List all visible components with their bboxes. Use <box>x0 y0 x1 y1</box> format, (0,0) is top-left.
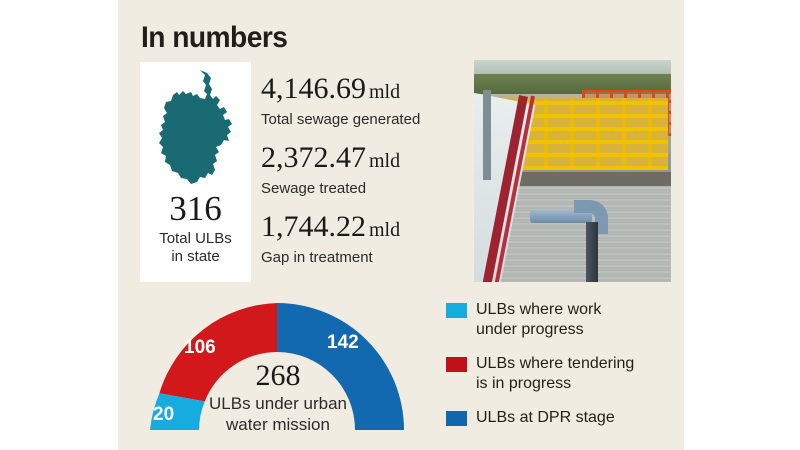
total-ulbs-card: 316 Total ULBs in state <box>140 62 251 282</box>
total-ulbs-label-line1: Total ULBs <box>159 230 232 247</box>
urban-water-mission-gauge-chart <box>150 303 404 430</box>
stat-item-total-sewage-generated: 4,146.69 mld Total sewage generated <box>261 72 466 129</box>
total-ulbs-value: 316 <box>169 189 222 228</box>
photo-pipe-vertical <box>586 222 598 282</box>
stat-unit: mld <box>369 219 401 241</box>
legend-item-dpr-stage: ULBs at DPR stage <box>446 408 676 428</box>
gauge-center-label-line1: ULBs under urban <box>209 394 347 413</box>
legend-swatch-dpr-stage <box>446 411 467 426</box>
gauge-segment-tendering <box>159 303 277 402</box>
karnataka-state-map-icon <box>153 68 239 188</box>
gauge-segment-work-progress <box>150 393 205 430</box>
legend-label-line2: under progress <box>476 321 584 338</box>
photo-deck-edge <box>474 172 671 190</box>
legend-label-line2: is in progress <box>476 375 572 392</box>
stat-label: Sewage treated <box>261 180 367 197</box>
gauge-center-label: ULBs under urban water mission <box>186 393 370 435</box>
sewage-treatment-plant-photo <box>474 60 671 282</box>
gauge-value-dpr-stage: 142 <box>327 332 359 353</box>
stat-value: 1,744.22 mld <box>261 210 466 247</box>
stat-number: 1,744.22 <box>261 210 366 243</box>
legend-swatch-tendering-in-progress <box>446 357 467 372</box>
stat-number: 2,372.47 <box>261 141 366 174</box>
legend-swatch-work-under-progress <box>446 303 467 318</box>
stat-item-gap-in-treatment: 1,744.22 mld Gap in treatment <box>261 210 466 267</box>
stat-label: Gap in treatment <box>261 249 373 266</box>
stat-value: 4,146.69 mld <box>261 72 466 109</box>
gauge-center-value: 268 <box>255 359 301 392</box>
legend-item-tendering-in-progress: ULBs where tendering is in progress <box>446 354 676 394</box>
legend-label: ULBs where work under progress <box>476 300 601 340</box>
legend-label-line1: ULBs where work <box>476 301 602 318</box>
legend-item-work-under-progress: ULBs where work under progress <box>446 300 676 340</box>
legend-label-line1: ULBs at DPR stage <box>476 409 615 426</box>
legend-label: ULBs where tendering is in progress <box>476 354 634 394</box>
stat-unit: mld <box>369 150 401 172</box>
stat-number: 4,146.69 <box>261 72 366 105</box>
photo-post <box>483 90 491 180</box>
page-title: In numbers <box>141 21 288 54</box>
stat-label: Total sewage generated <box>261 111 421 128</box>
gauge-segment-dpr-stage <box>277 303 404 430</box>
photo-blue-pipe-elbow <box>574 200 608 234</box>
total-ulbs-label-line2: in state <box>171 248 220 265</box>
stat-item-sewage-treated: 2,372.47 mld Sewage treated <box>261 141 466 198</box>
legend-label-line1: ULBs where tendering <box>476 355 635 372</box>
chart-legend: ULBs where work under progress ULBs wher… <box>446 300 676 442</box>
total-ulbs-label: Total ULBs in state <box>140 230 251 266</box>
gauge-center-label-line2: water mission <box>226 415 330 434</box>
gauge-value-tendering: 106 <box>184 337 216 358</box>
legend-label: ULBs at DPR stage <box>476 408 615 428</box>
gauge-value-work-progress: 20 <box>153 404 175 425</box>
statistics-list: 4,146.69 mld Total sewage generated 2,372… <box>261 72 466 279</box>
stat-value: 2,372.47 mld <box>261 141 466 178</box>
stat-unit: mld <box>369 81 401 103</box>
